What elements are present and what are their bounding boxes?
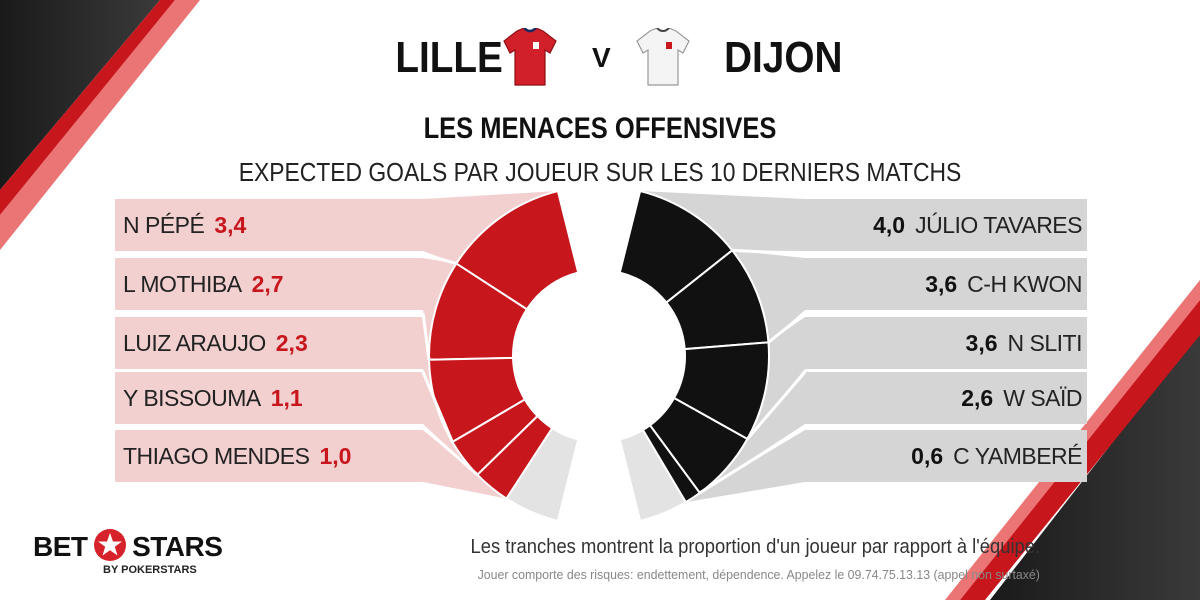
dijon-separator-line	[698, 425, 806, 495]
player-name: C-H KWON	[967, 271, 1082, 297]
vs-label: V	[592, 42, 611, 73]
dijon-separator-line	[746, 371, 807, 440]
lille-player-slice	[451, 398, 539, 477]
match-header: LILLE V DIJON	[0, 28, 1200, 88]
lille-separator-line	[421, 312, 431, 360]
player-name: LUIZ ARAUJO	[123, 330, 266, 356]
player-xg-value: 2,3	[275, 330, 308, 356]
dijon-connector-band	[640, 191, 805, 251]
player-xg-value: 1,0	[319, 443, 352, 469]
lille-connector-band	[423, 430, 507, 499]
player-xg-value: 2,6	[961, 385, 994, 411]
player-xg-value: 1,1	[270, 385, 303, 411]
player-name: L MOTHIBA	[123, 271, 242, 297]
dijon-player-row: 3,6 N SLITI	[805, 317, 1087, 369]
lille-separator-line	[422, 252, 457, 266]
lille-connector-band	[423, 317, 453, 443]
away-team-name: DIJON	[724, 33, 843, 82]
player-xg-value: 0,6	[911, 443, 944, 469]
lille-player-row: THIAGO MENDES 1,0	[115, 430, 423, 482]
player-xg-value: 3,6	[965, 330, 998, 356]
player-name: Y BISSOUMA	[123, 385, 261, 411]
dijon-separator-line	[767, 311, 806, 344]
lille-player-slice	[475, 414, 554, 500]
logo-subtitle: BY POKERSTARS	[103, 564, 197, 576]
logo-bet-text: BET	[33, 531, 88, 562]
home-team-name: LILLE	[395, 33, 503, 82]
player-xg-value: 3,6	[925, 271, 958, 297]
dijon-connector-band	[699, 372, 805, 493]
dijon-jersey-icon	[636, 28, 690, 86]
player-name: W SAÏD	[1003, 385, 1082, 411]
lille-player-row: L MOTHIBA 2,7	[115, 258, 423, 310]
dijon-player-row: 3,6 C-H KWON	[805, 258, 1087, 310]
lille-player-slice	[454, 189, 580, 311]
player-name: N SLITI	[1007, 330, 1083, 356]
donut-hole	[514, 271, 684, 441]
dijon-player-slice	[641, 423, 702, 504]
player-name: THIAGO MENDES	[123, 443, 310, 469]
dijon-connector-band	[732, 250, 805, 343]
dijon-remainder-slice	[618, 428, 688, 523]
dijon-player-row: 4,0 JÚLIO TAVARES	[805, 199, 1087, 251]
betstars-logo: BET STARS BY POKERSTARS	[33, 528, 223, 576]
lille-jersey-icon	[503, 28, 557, 86]
dijon-player-row: 0,6 C YAMBERÉ	[805, 430, 1087, 482]
lille-player-row: N PÉPÉ 3,4	[115, 199, 423, 251]
dijon-player-row: 2,6 W SAÏD	[805, 372, 1087, 424]
player-name: N PÉPÉ	[123, 212, 205, 238]
logo-stars-text: STARS	[132, 531, 223, 562]
chart-subtitle: EXPECTED GOALS PAR JOUEUR SUR LES 10 DER…	[238, 157, 962, 187]
chart-title: LES MENACES OFFENSIVES	[423, 112, 777, 145]
lille-player-row: LUIZ ARAUJO 2,3	[115, 317, 423, 369]
player-xg-value: 4,0	[873, 212, 906, 238]
dijon-separator-line	[732, 248, 806, 256]
lille-separator-line	[421, 371, 454, 443]
lille-player-row: Y BISSOUMA 1,1	[115, 372, 423, 424]
lille-separator-line	[422, 425, 479, 476]
player-name: C YAMBERÉ	[953, 443, 1082, 469]
star-badge-icon	[93, 529, 126, 561]
lille-connector-band	[423, 372, 478, 475]
chart-footnote: Les tranches montrent la proportion d'un…	[470, 536, 1040, 558]
player-name: JÚLIO TAVARES	[915, 212, 1082, 238]
gambling-disclaimer: Jouer comporte des risques: endettement,…	[477, 567, 1040, 582]
player-xg-value: 2,7	[251, 271, 284, 297]
player-xg-value: 3,4	[214, 212, 247, 238]
